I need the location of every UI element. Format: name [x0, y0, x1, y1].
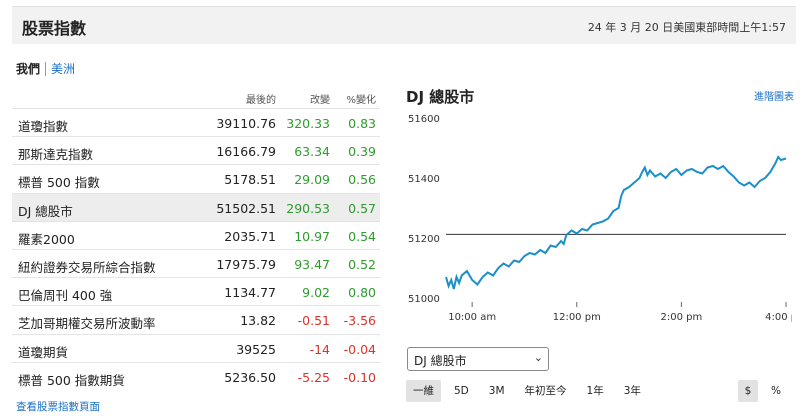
- table-row[interactable]: 道瓊指數 39110.76 320.33 0.83: [12, 108, 380, 136]
- advanced-chart-link[interactable]: 進階圖表: [754, 92, 794, 103]
- row-change: 10.97: [294, 228, 330, 244]
- row-last: 39110.76: [216, 116, 276, 131]
- x-tick-label: 2:00 pm: [661, 312, 703, 323]
- range-button[interactable]: 一維: [406, 380, 441, 402]
- row-last: 17975.79: [216, 256, 276, 272]
- range-buttons: 一維 5D 3M 年初至今 1年 3年: [406, 380, 654, 402]
- table-row[interactable]: 那斯達克指數 16166.79 63.34 0.39: [12, 136, 380, 164]
- row-last: 2035.71: [224, 228, 276, 244]
- y-tick-label: 51400: [408, 174, 440, 185]
- row-pct: -0.04: [343, 341, 376, 357]
- header-last: 最後的: [246, 95, 276, 106]
- row-change: 9.02: [302, 285, 330, 301]
- row-change: 290.53: [286, 200, 330, 216]
- table-row[interactable]: 巴倫周刊 400 強 1134.77 9.02 0.80: [12, 277, 380, 305]
- currency-button[interactable]: %: [771, 385, 781, 397]
- chevron-down-icon: ⌄: [533, 351, 543, 364]
- row-name[interactable]: 羅素2000: [18, 231, 75, 247]
- range-button[interactable]: 3年: [623, 385, 641, 397]
- row-pct: 0.54: [348, 228, 376, 244]
- page-title: 股票指數: [22, 19, 87, 38]
- table-row[interactable]: 芝加哥期權交易所波動率 13.82 -0.51 -3.56: [12, 305, 380, 333]
- price-chart: 51600 51400 51200 51000 10:00 am 12:00 pm 2:0…: [408, 114, 792, 323]
- range-button[interactable]: 5D: [454, 385, 469, 397]
- row-pct: -3.56: [343, 313, 376, 329]
- table-row[interactable]: 標普 500 指數 5178.51 29.09 0.56: [12, 164, 380, 192]
- row-name[interactable]: 道瓊指數: [18, 119, 69, 134]
- row-name[interactable]: 那斯達克指數: [18, 147, 94, 163]
- table-header: 最後的 改變 %變化: [12, 88, 380, 108]
- x-tick-label: 12:00 pm: [553, 312, 601, 323]
- row-change: -0.51: [297, 313, 330, 329]
- x-tick-label: 4:00 pm: [765, 312, 792, 323]
- row-last: 16166.79: [216, 144, 276, 160]
- row-last: 51502.51: [216, 200, 276, 216]
- row-pct: 0.39: [348, 144, 376, 160]
- row-last: 13.82: [240, 313, 276, 329]
- header-bar: 股票指數 24 年 3 月 20 日美國東部時間上午1:57: [12, 6, 796, 44]
- currency-button[interactable]: $: [738, 380, 758, 402]
- region-tab-americas[interactable]: 美洲: [51, 62, 76, 76]
- row-name[interactable]: DJ 總股市: [18, 203, 73, 219]
- row-name[interactable]: 巴倫周刊 400 強: [18, 288, 113, 304]
- row-name[interactable]: 標普 500 指數: [18, 175, 100, 191]
- range-button[interactable]: 年初至今: [524, 385, 567, 397]
- timestamp: 24 年 3 月 20 日美國東部時間上午1:57: [587, 21, 786, 34]
- row-change: -14: [309, 341, 330, 357]
- row-change: -5.25: [297, 369, 330, 385]
- table-row[interactable]: 紐約證券交易所綜合指數 17975.79 93.47 0.52: [12, 248, 380, 277]
- table-row[interactable]: DJ 總股市 51502.51 290.53 0.57: [12, 192, 380, 221]
- series-line: [445, 155, 787, 290]
- row-change: 320.33: [286, 116, 330, 131]
- table-row[interactable]: 道瓊期貨 39525 -14 -0.04: [12, 333, 380, 362]
- region-tabs: 我們 美洲: [16, 60, 75, 77]
- row-pct: 0.57: [348, 200, 376, 216]
- row-pct: 0.83: [348, 116, 376, 131]
- currency-buttons: $%: [738, 380, 794, 402]
- row-pct: 0.52: [348, 256, 376, 272]
- row-name[interactable]: 標普 500 指數期貨: [18, 372, 125, 388]
- row-name[interactable]: 道瓊期貨: [18, 344, 69, 360]
- index-table: 最後的 改變 %變化 道瓊指數 39110.76 320.33 0.83 那斯達克指數 1…: [12, 88, 380, 390]
- y-tick-label: 51200: [408, 234, 440, 245]
- y-tick-label: 51600: [408, 114, 440, 125]
- chart-title: DJ 總股市: [406, 88, 475, 106]
- index-select-value: DJ 總股市: [414, 354, 467, 368]
- x-tick-label: 10:00 am: [448, 312, 496, 323]
- range-button[interactable]: 1年: [586, 385, 604, 397]
- row-pct: 0.56: [348, 172, 376, 188]
- row-pct: 0.80: [348, 285, 376, 301]
- row-name[interactable]: 紐約證券交易所綜合指數: [18, 259, 156, 275]
- table-row[interactable]: 標普 500 指數期貨 5236.50 -5.25 -0.10: [12, 361, 380, 390]
- row-change: 29.09: [294, 172, 330, 188]
- row-last: 1134.77: [224, 285, 276, 301]
- row-pct: -0.10: [343, 369, 376, 385]
- view-indices-link[interactable]: 查看股票指數頁面: [16, 401, 100, 413]
- region-tab-current[interactable]: 我們: [16, 62, 41, 76]
- table-row[interactable]: 羅素2000 2035.71 10.97 0.54: [12, 220, 380, 249]
- y-tick-label: 51000: [408, 294, 440, 305]
- row-last: 5236.50: [224, 369, 276, 385]
- row-change: 63.34: [294, 144, 330, 160]
- header-pct: %變化: [346, 95, 376, 106]
- header-change: 改變: [310, 95, 330, 106]
- range-button[interactable]: 3M: [488, 385, 505, 397]
- row-last: 39525: [236, 341, 276, 357]
- row-change: 93.47: [294, 256, 330, 272]
- index-select[interactable]: DJ 總股市 ⌄: [407, 347, 549, 371]
- row-name[interactable]: 芝加哥期權交易所波動率: [18, 316, 156, 332]
- region-divider: [45, 61, 47, 76]
- row-last: 5178.51: [224, 172, 276, 188]
